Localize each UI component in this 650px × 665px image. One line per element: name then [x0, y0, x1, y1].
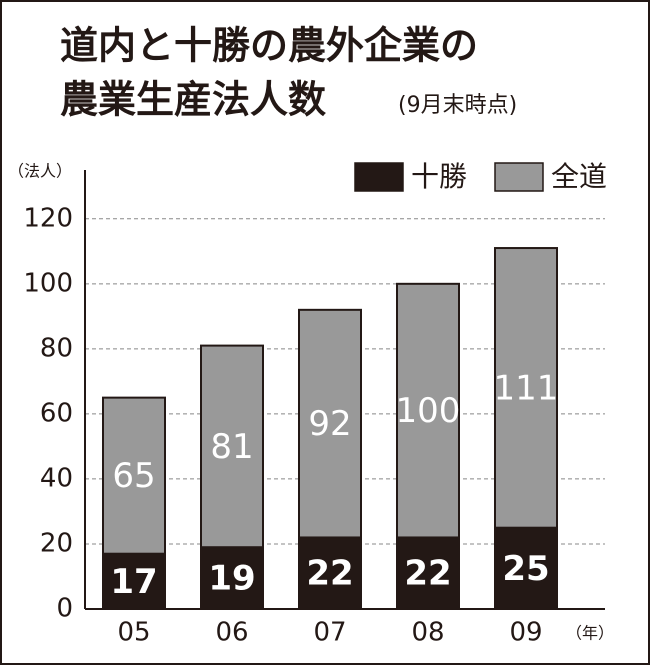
bar — [200, 546, 264, 611]
x-tick-label: 08 — [411, 618, 444, 648]
bar — [102, 552, 166, 610]
x-tick-label: 05 — [117, 618, 150, 648]
data-label: 17 — [110, 562, 157, 602]
data-label: 19 — [208, 559, 255, 599]
data-label: 92 — [308, 404, 351, 444]
y-axis-label: （法人） — [8, 162, 72, 181]
legend-label: 全道 — [551, 160, 607, 193]
data-label: 22 — [404, 554, 451, 594]
y-tick-label: 120 — [23, 203, 73, 233]
data-label: 100 — [396, 391, 461, 431]
x-tick-label: 09 — [509, 618, 542, 648]
y-tick-label: 0 — [56, 594, 73, 624]
chart-title: 農業生産法人数 — [60, 78, 326, 122]
chart-subtitle: (9月末時点) — [398, 93, 517, 118]
y-tick-label: 60 — [40, 398, 73, 428]
data-label: 65 — [112, 456, 155, 496]
y-tick-label: 40 — [40, 463, 73, 493]
data-label: 25 — [502, 549, 549, 589]
y-tick-label: 100 — [23, 268, 73, 298]
x-tick-label: 07 — [313, 618, 346, 648]
legend-swatch — [494, 162, 544, 192]
bar — [494, 526, 558, 610]
bar — [396, 536, 460, 611]
data-label: 22 — [306, 554, 353, 594]
legend-swatch — [354, 162, 404, 192]
bar — [298, 536, 362, 611]
x-tick-label: 06 — [215, 618, 248, 648]
data-label: 111 — [494, 368, 559, 408]
y-tick-label: 80 — [40, 333, 73, 363]
y-tick-label: 20 — [40, 528, 73, 558]
x-axis-label: （年） — [566, 624, 614, 643]
legend-label: 十勝 — [411, 160, 467, 193]
data-label: 81 — [210, 427, 253, 467]
chart-title: 道内と十勝の農外企業の — [60, 24, 478, 68]
